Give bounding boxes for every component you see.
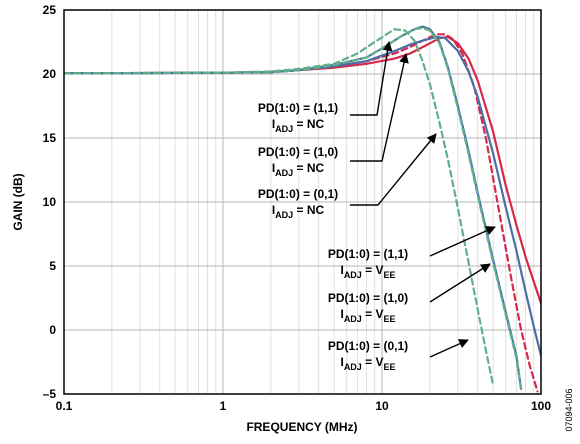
y-tick-label: 0 — [49, 323, 56, 337]
annotation-5: PD(1:0) = (1,0) IADJ = VEE — [328, 263, 491, 324]
annotation-arrow — [429, 226, 496, 257]
annotation-iadj-label: IADJ = NC — [272, 203, 325, 220]
annotation-arrow — [350, 53, 409, 162]
x-tick-label: 10 — [375, 399, 389, 413]
annotation-iadj-label: IADJ = NC — [272, 117, 325, 134]
x-axis-title: FREQUENCY (MHz) — [246, 420, 357, 434]
series-line-6 — [64, 26, 523, 392]
annotation-4: PD(1:0) = (1,1) IADJ = VEE — [328, 226, 496, 280]
series-line-5 — [64, 28, 495, 387]
annotation-iadj-label: IADJ = VEE — [340, 263, 395, 280]
annotation-pd-label: PD(1:0) = (1,0) — [328, 291, 408, 305]
y-tick-label: 5 — [49, 259, 56, 273]
annotation-arrow — [429, 339, 469, 358]
annotation-pd-label: PD(1:0) = (0,1) — [328, 339, 408, 353]
annotation-2: PD(1:0) = (1,0) IADJ = NC — [258, 53, 409, 178]
y-tick-label: 15 — [43, 131, 57, 145]
plot-frame — [63, 9, 542, 395]
annotation-pd-label: PD(1:0) = (1,1) — [258, 101, 338, 115]
series-group — [64, 25, 541, 393]
annotation-iadj-label: IADJ = NC — [272, 161, 325, 178]
annotation-iadj-label: IADJ = VEE — [340, 307, 395, 324]
y-axis-title: GAIN (dB) — [11, 173, 25, 230]
tick-labels: 0.1 1 10 100 25 20 15 10 5 0 –5 — [43, 3, 552, 413]
annotation-arrow — [350, 41, 393, 116]
annotation-1: PD(1:0) = (1,1) IADJ = NC — [258, 41, 393, 134]
annotation-arrow — [350, 133, 437, 206]
y-tick-label: 20 — [43, 67, 57, 81]
figure-id: 07094-006 — [564, 388, 574, 431]
x-tick-label: 0.1 — [56, 399, 73, 413]
annotation-6: PD(1:0) = (0,1) IADJ = VEE — [328, 339, 469, 372]
x-tick-label: 100 — [531, 399, 551, 413]
annotation-pd-label: PD(1:0) = (0,1) — [258, 187, 338, 201]
annotation-3: PD(1:0) = (0,1) IADJ = NC — [258, 133, 437, 220]
annotation-iadj-label: IADJ = VEE — [340, 355, 395, 372]
annotation-arrow — [429, 263, 491, 303]
annotations: PD(1:0) = (1,1) IADJ = NC PD(1:0) = (1,0) I… — [258, 41, 496, 372]
annotation-pd-label: PD(1:0) = (1,1) — [328, 247, 408, 261]
y-tick-label: 25 — [43, 3, 57, 17]
x-tick-label: 1 — [220, 399, 227, 413]
y-tick-label: –5 — [43, 387, 57, 401]
annotation-pd-label: PD(1:0) = (1,0) — [258, 145, 338, 159]
y-tick-label: 10 — [43, 195, 57, 209]
